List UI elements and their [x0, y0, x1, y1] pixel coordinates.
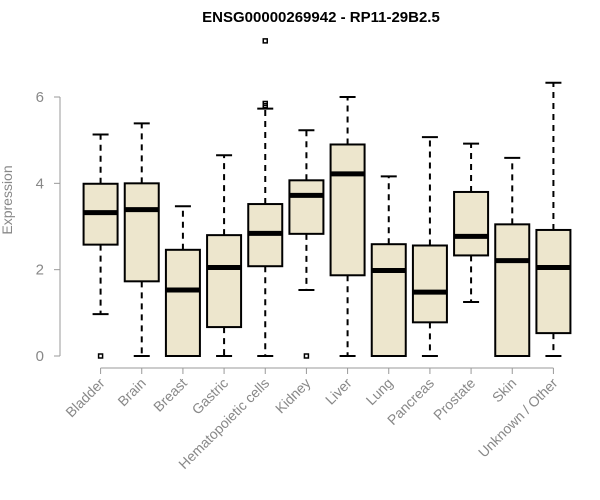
x-tick-label: Prostate: [430, 375, 478, 423]
x-tick-label: Liver: [322, 375, 355, 408]
box-skin: [494, 156, 531, 357]
y-tick-label: 6: [36, 89, 44, 106]
x-tick-label: Breast: [150, 375, 190, 415]
y-tick-label: 4: [36, 175, 44, 192]
y-axis: 0 2 4 6: [36, 89, 61, 365]
iqr-box: [123, 182, 160, 283]
x-tick-label: Lung: [363, 375, 396, 408]
box-unknown-other: [535, 81, 572, 357]
iqr-box: [329, 143, 366, 277]
box-prostate: [453, 142, 490, 304]
y-tick-label: 2: [36, 262, 44, 279]
iqr-box: [206, 234, 243, 329]
boxes-group: [82, 38, 572, 359]
box-gastric: [206, 154, 243, 357]
box-kidney: [288, 129, 325, 359]
iqr-box: [535, 228, 572, 335]
box-lung: [370, 175, 407, 357]
box-breast: [164, 205, 201, 357]
chart-title: ENSG00000269942 - RP11-29B2.5: [202, 9, 440, 26]
box-bladder: [82, 133, 119, 359]
x-tick-label: Brain: [114, 375, 148, 409]
iqr-box: [370, 243, 407, 357]
y-axis-label: Expression: [0, 165, 15, 234]
box-pancreas: [411, 136, 448, 357]
iqr-box: [164, 248, 201, 357]
iqr-box: [494, 223, 531, 357]
x-tick-label: Bladder: [62, 375, 108, 421]
outlier-point: [97, 353, 104, 359]
outlier-point: [262, 38, 268, 44]
box-brain: [123, 122, 160, 357]
iqr-box: [411, 244, 448, 324]
x-tick-label: Kidney: [272, 375, 314, 417]
outlier-point: [262, 100, 268, 107]
y-tick-label: 0: [36, 348, 44, 365]
x-tick-label: Skin: [489, 375, 520, 406]
outlier-point: [303, 353, 310, 359]
iqr-box: [453, 190, 490, 257]
box-liver: [329, 96, 366, 357]
iqr-box: [288, 179, 325, 235]
box-hematopoietic-cells: [247, 38, 284, 357]
